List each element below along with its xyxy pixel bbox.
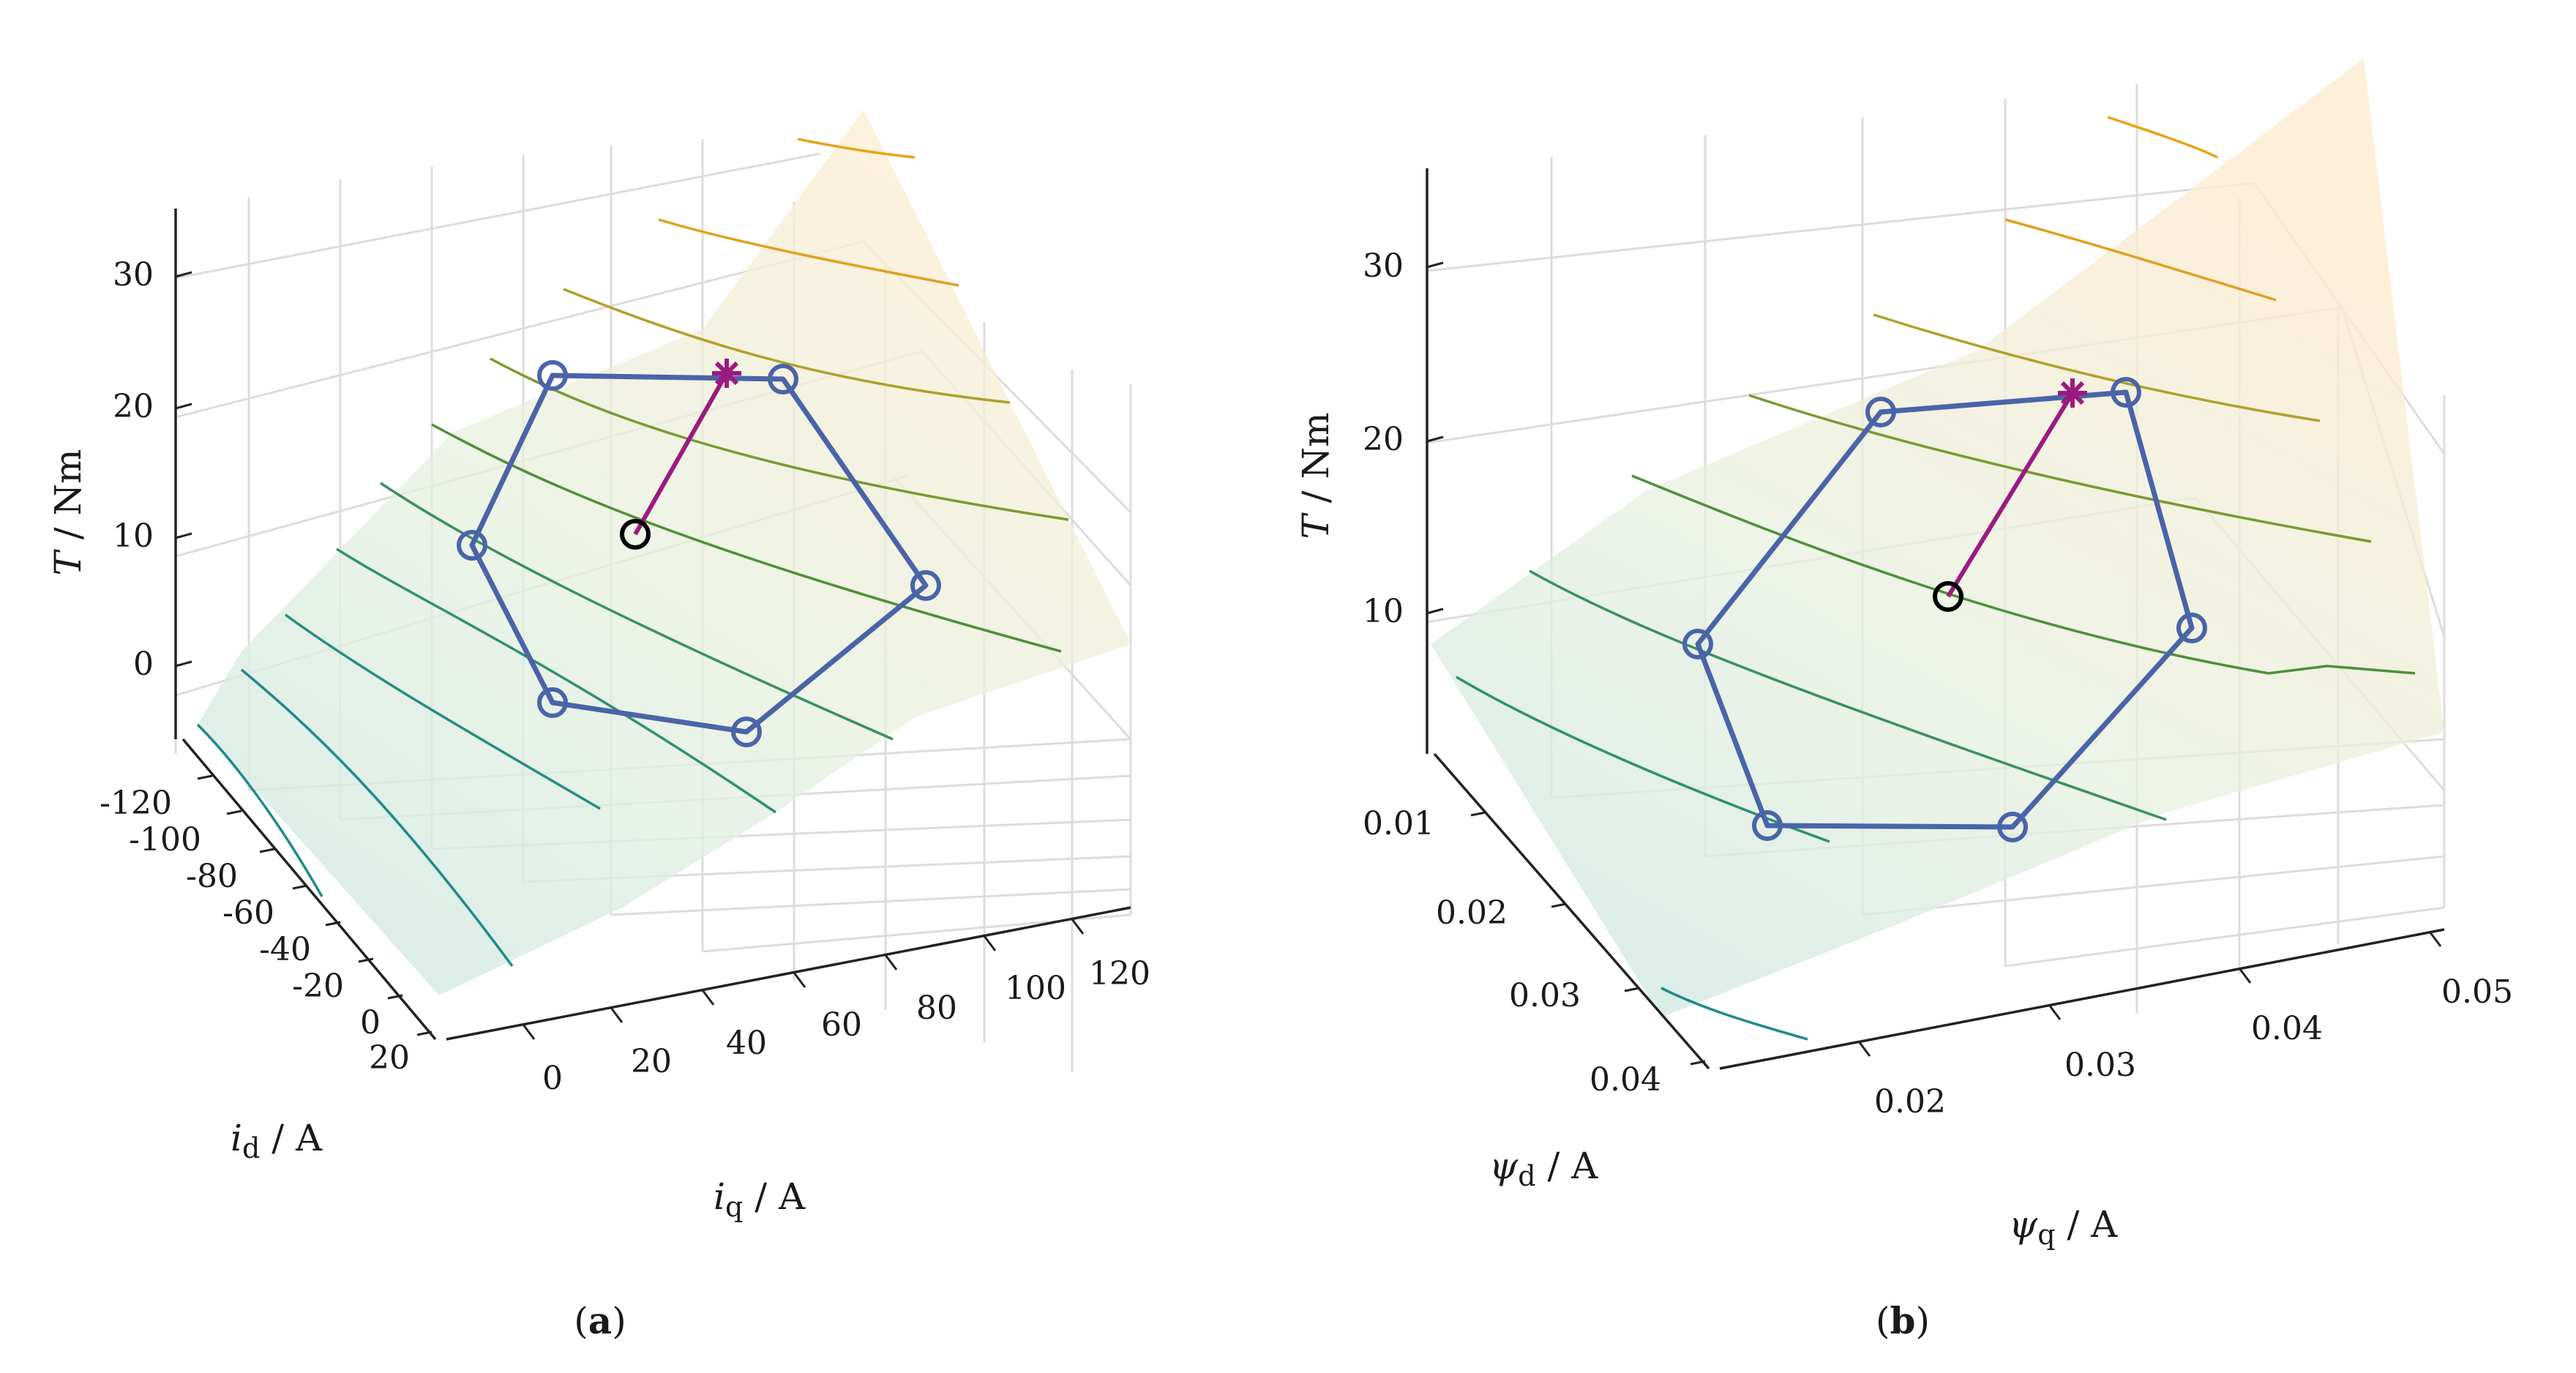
panel-a-hexagon-vertex [731,717,762,747]
panel-a-z-tick: 0 [133,646,154,683]
panel-a-hexagon-vertex [768,364,798,394]
panel-b-x-tick: 0.03 [2064,1047,2136,1084]
panel-b-caption: (b) [1876,1299,1930,1342]
panel-b-hexagon-vertex [1682,629,1713,659]
panel-b-hexagon-vertex [1997,812,2028,842]
panel-a-y-tick: -20 [292,968,344,1005]
panel-a-contour-2 [240,668,514,968]
panel-b-contour-6 [1873,313,2321,422]
panel-a-contour-9 [658,218,959,287]
panel-b-hexagon-vertex [2111,377,2141,408]
panel-a-y-ticklabels: -120 -100 -80 -60 -40 -20 0 20 [100,785,410,1077]
panel-a-contour-1 [196,723,323,897]
panel-a-y-tick: -80 [186,858,238,895]
panel-a-x-tick: 40 [726,1025,767,1062]
panel-b-x-ticklabels: 0.02 0.03 0.04 0.05 [1874,973,2513,1121]
panel-b-surface [1431,59,2444,1017]
panel-b-x-tick: 0.04 [2251,1010,2323,1047]
panel-b-z-ticklabels: 10 20 30 [1363,247,1404,630]
panel-b-contour-8 [2107,116,2218,159]
panel-a-x-label: iq / A [714,1175,806,1223]
panel-b-hexagon [1682,377,2207,842]
panel-a-y-tick: -60 [222,894,274,932]
panel-a-hexagon-path [469,373,929,735]
panel-a-operating-point [620,519,651,550]
panel-a-hexagon-vertex [910,570,941,601]
panel-b-x-tick: 0.05 [2441,973,2513,1011]
panel-b-contour-7 [2004,218,2277,302]
panel-b-x-tick: 0.02 [1874,1083,1946,1121]
panel-a-z-tick: 10 [113,517,154,555]
panel-a-surface [198,110,1131,995]
panel-a-contour-4 [336,547,776,814]
panel-a-y-tick: -100 [129,821,201,858]
panel-a-x-tick: 20 [631,1043,672,1080]
panel-a-x-tick: 120 [1089,955,1150,992]
panel-a: 0 10 20 30 -120 -100 -80 -60 -40 -20 0 2… [47,110,1150,1342]
panel-b-y-tick: 0.01 [1363,805,1434,842]
panel-b-contour-3 [1529,569,2167,821]
panel-b-z-label: T / Nm [1295,412,1337,539]
panel-b-y-label: ψd / A [1489,1145,1598,1192]
panel-a-axes [174,209,1131,1041]
panel-a-target-line [633,372,729,536]
panel-b-hexagon-vertex [1752,810,1783,841]
panel-a-y-tick: 20 [369,1039,410,1077]
panel-b-ticks [1426,261,2442,1066]
panel-b-y-tick: 0.02 [1436,894,1508,932]
panel-a-contour-8 [563,288,1011,404]
panel-a-caption: (a) [574,1299,626,1342]
panel-b-z-tick: 20 [1363,421,1404,458]
panel-a-y-label: id / A [231,1117,323,1164]
panel-a-contour-5 [380,482,894,741]
panel-a-x-ticklabels: 0 20 40 60 80 100 120 [542,955,1150,1097]
panel-b-target-line [1946,392,2075,598]
panel-a-x-tick: 80 [916,989,957,1027]
panel-a-x-tick: 60 [821,1006,862,1044]
panel-b-z-tick: 10 [1363,593,1404,630]
panel-a-x-tick: 0 [542,1060,563,1097]
panel-b-hexagon-vertex [2176,613,2207,643]
panel-a-y-tick: 0 [360,1004,381,1041]
panel-b-y-tick: 0.03 [1509,977,1581,1014]
panel-a-z-tick: 30 [113,256,154,293]
panel-a-y-tick: -40 [259,931,311,968]
panel-a-hexagon-vertex [537,360,568,391]
panel-a-y-tick: -120 [100,785,172,822]
panel-b: 10 20 30 0.01 0.02 0.03 0.04 0.02 0.03 0… [1295,59,2513,1342]
panel-a-hexagon-vertex [457,530,487,561]
panel-a-contour-3 [284,613,601,810]
panel-a-z-tick: 20 [113,388,154,425]
panel-a-x-tick: 100 [1005,970,1066,1007]
panel-a-hexagon-vertex [537,687,568,718]
panel-b-z-tick: 30 [1363,247,1404,285]
panel-b-operating-point [1933,581,1963,612]
panel-b-target-marker [2058,378,2087,408]
panel-b-axes [1426,168,2445,1070]
panel-b-hexagon-vertex [1865,397,1896,427]
panel-a-ticks [175,271,1085,1040]
panel-b-x-label: ψq / A [2009,1203,2118,1251]
panel-a-contour-10 [797,138,916,159]
panel-b-hexagon-path [1695,389,2195,830]
panel-b-y-tick: 0.04 [1590,1061,1661,1099]
panel-b-contour-1 [1660,987,1808,1041]
panel-a-target-marker [712,359,741,388]
panel-b-y-ticklabels: 0.01 0.02 0.03 0.04 [1363,805,1661,1099]
panel-a-hexagon [457,360,941,747]
panel-a-z-ticklabels: 0 10 20 30 [113,256,154,683]
panel-a-z-label: T / Nm [47,449,89,575]
